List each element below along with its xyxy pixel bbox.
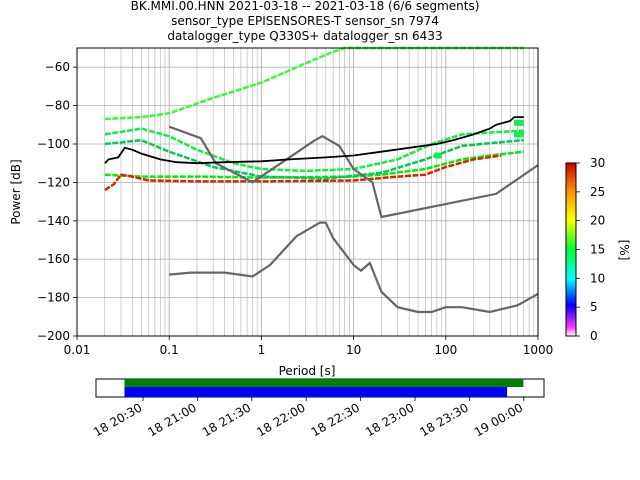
title-line-2: sensor_type EPISENSORES-T sensor_sn 7974 — [171, 14, 439, 28]
density-patch-2 — [434, 152, 442, 159]
y-tick-label: −100 — [37, 137, 70, 151]
colorbar-tick-label: 20 — [590, 214, 605, 228]
colorbar-tick-label: 30 — [590, 156, 605, 170]
density-patch-0 — [514, 119, 524, 126]
density-bands — [104, 46, 524, 192]
y-tick-label: −140 — [37, 214, 70, 228]
timeline-tick-label: 18 22:30 — [309, 400, 362, 439]
colorbar-ticks: 0 5 10 15 20 25 30 — [576, 156, 605, 343]
density-band-lower — [104, 150, 524, 179]
mean-curve-line — [104, 116, 524, 165]
y-axis-label: Power [dB] — [9, 159, 23, 224]
density-band-upper — [104, 46, 524, 121]
x-axis-label: Period [s] — [279, 364, 336, 378]
ppsd-plot: 0.01 0.1 1 10 100 1000 −200 −180 −160 −140 −120 −1… — [9, 46, 554, 378]
colorbar: 0 5 10 15 20 25 30 [%] — [565, 156, 631, 343]
colorbar-gradient — [565, 162, 577, 337]
timeline-ticks: 18 20:30 18 21:00 18 21:30 18 22:00 18 22:30… — [91, 397, 525, 439]
x-tick-label: 0.01 — [64, 343, 91, 357]
title-line-1: BK.MMI.00.HNN 2021-03-18 -- 2021-03-18 (… — [131, 0, 480, 13]
colorbar-tick-label: 5 — [590, 300, 598, 314]
x-tick-label: 0.1 — [160, 343, 179, 357]
timeline-tick-label: 19 00:00 — [472, 400, 525, 439]
y-ticks: −200 −180 −160 −140 −120 −100 −80 −60 — [37, 60, 77, 343]
timeline-tick-label: 18 22:00 — [254, 400, 307, 439]
colorbar-tick-label: 0 — [590, 329, 598, 343]
timeline-psd-track — [124, 387, 508, 397]
timeline: 18 20:30 18 21:00 18 21:30 18 22:00 18 22:30… — [91, 378, 545, 439]
mean-curve — [104, 116, 524, 165]
timeline-tick-label: 18 20:30 — [91, 400, 144, 439]
timeline-data-track — [124, 379, 524, 387]
x-tick-label: 10 — [346, 343, 361, 357]
title-line-3: datalogger_type Q330S+ datalogger_sn 643… — [167, 29, 442, 43]
density-patch-1 — [514, 131, 524, 138]
colorbar-tick-label: 10 — [590, 271, 605, 285]
density-band-low-red — [104, 154, 502, 192]
x-ticks: 0.01 0.1 1 10 100 1000 — [64, 336, 554, 357]
colorbar-tick-label: 15 — [590, 243, 605, 257]
y-tick-label: −60 — [45, 60, 70, 74]
x-tick-label: 1000 — [523, 343, 554, 357]
timeline-tick-label: 18 21:00 — [145, 400, 198, 439]
plot-frame — [76, 47, 539, 337]
x-tick-label: 1 — [258, 343, 266, 357]
x-tick-label: 100 — [434, 343, 457, 357]
low-noise-model-line — [169, 221, 539, 314]
y-tick-label: −160 — [37, 252, 70, 266]
timeline-tick-label: 18 23:30 — [417, 400, 470, 439]
colorbar-label: [%] — [617, 240, 631, 261]
y-tick-label: −180 — [37, 291, 70, 305]
timeline-tick-label: 18 23:00 — [363, 400, 416, 439]
colorbar-tick-label: 25 — [590, 185, 605, 199]
timeline-tick-label: 18 21:30 — [200, 400, 253, 439]
density-band-mid2 — [104, 138, 524, 180]
y-tick-label: −120 — [37, 175, 70, 189]
y-tick-label: −200 — [37, 329, 70, 343]
y-tick-label: −80 — [45, 99, 70, 113]
density-band-mid1 — [104, 127, 524, 173]
plot-background — [77, 48, 538, 336]
